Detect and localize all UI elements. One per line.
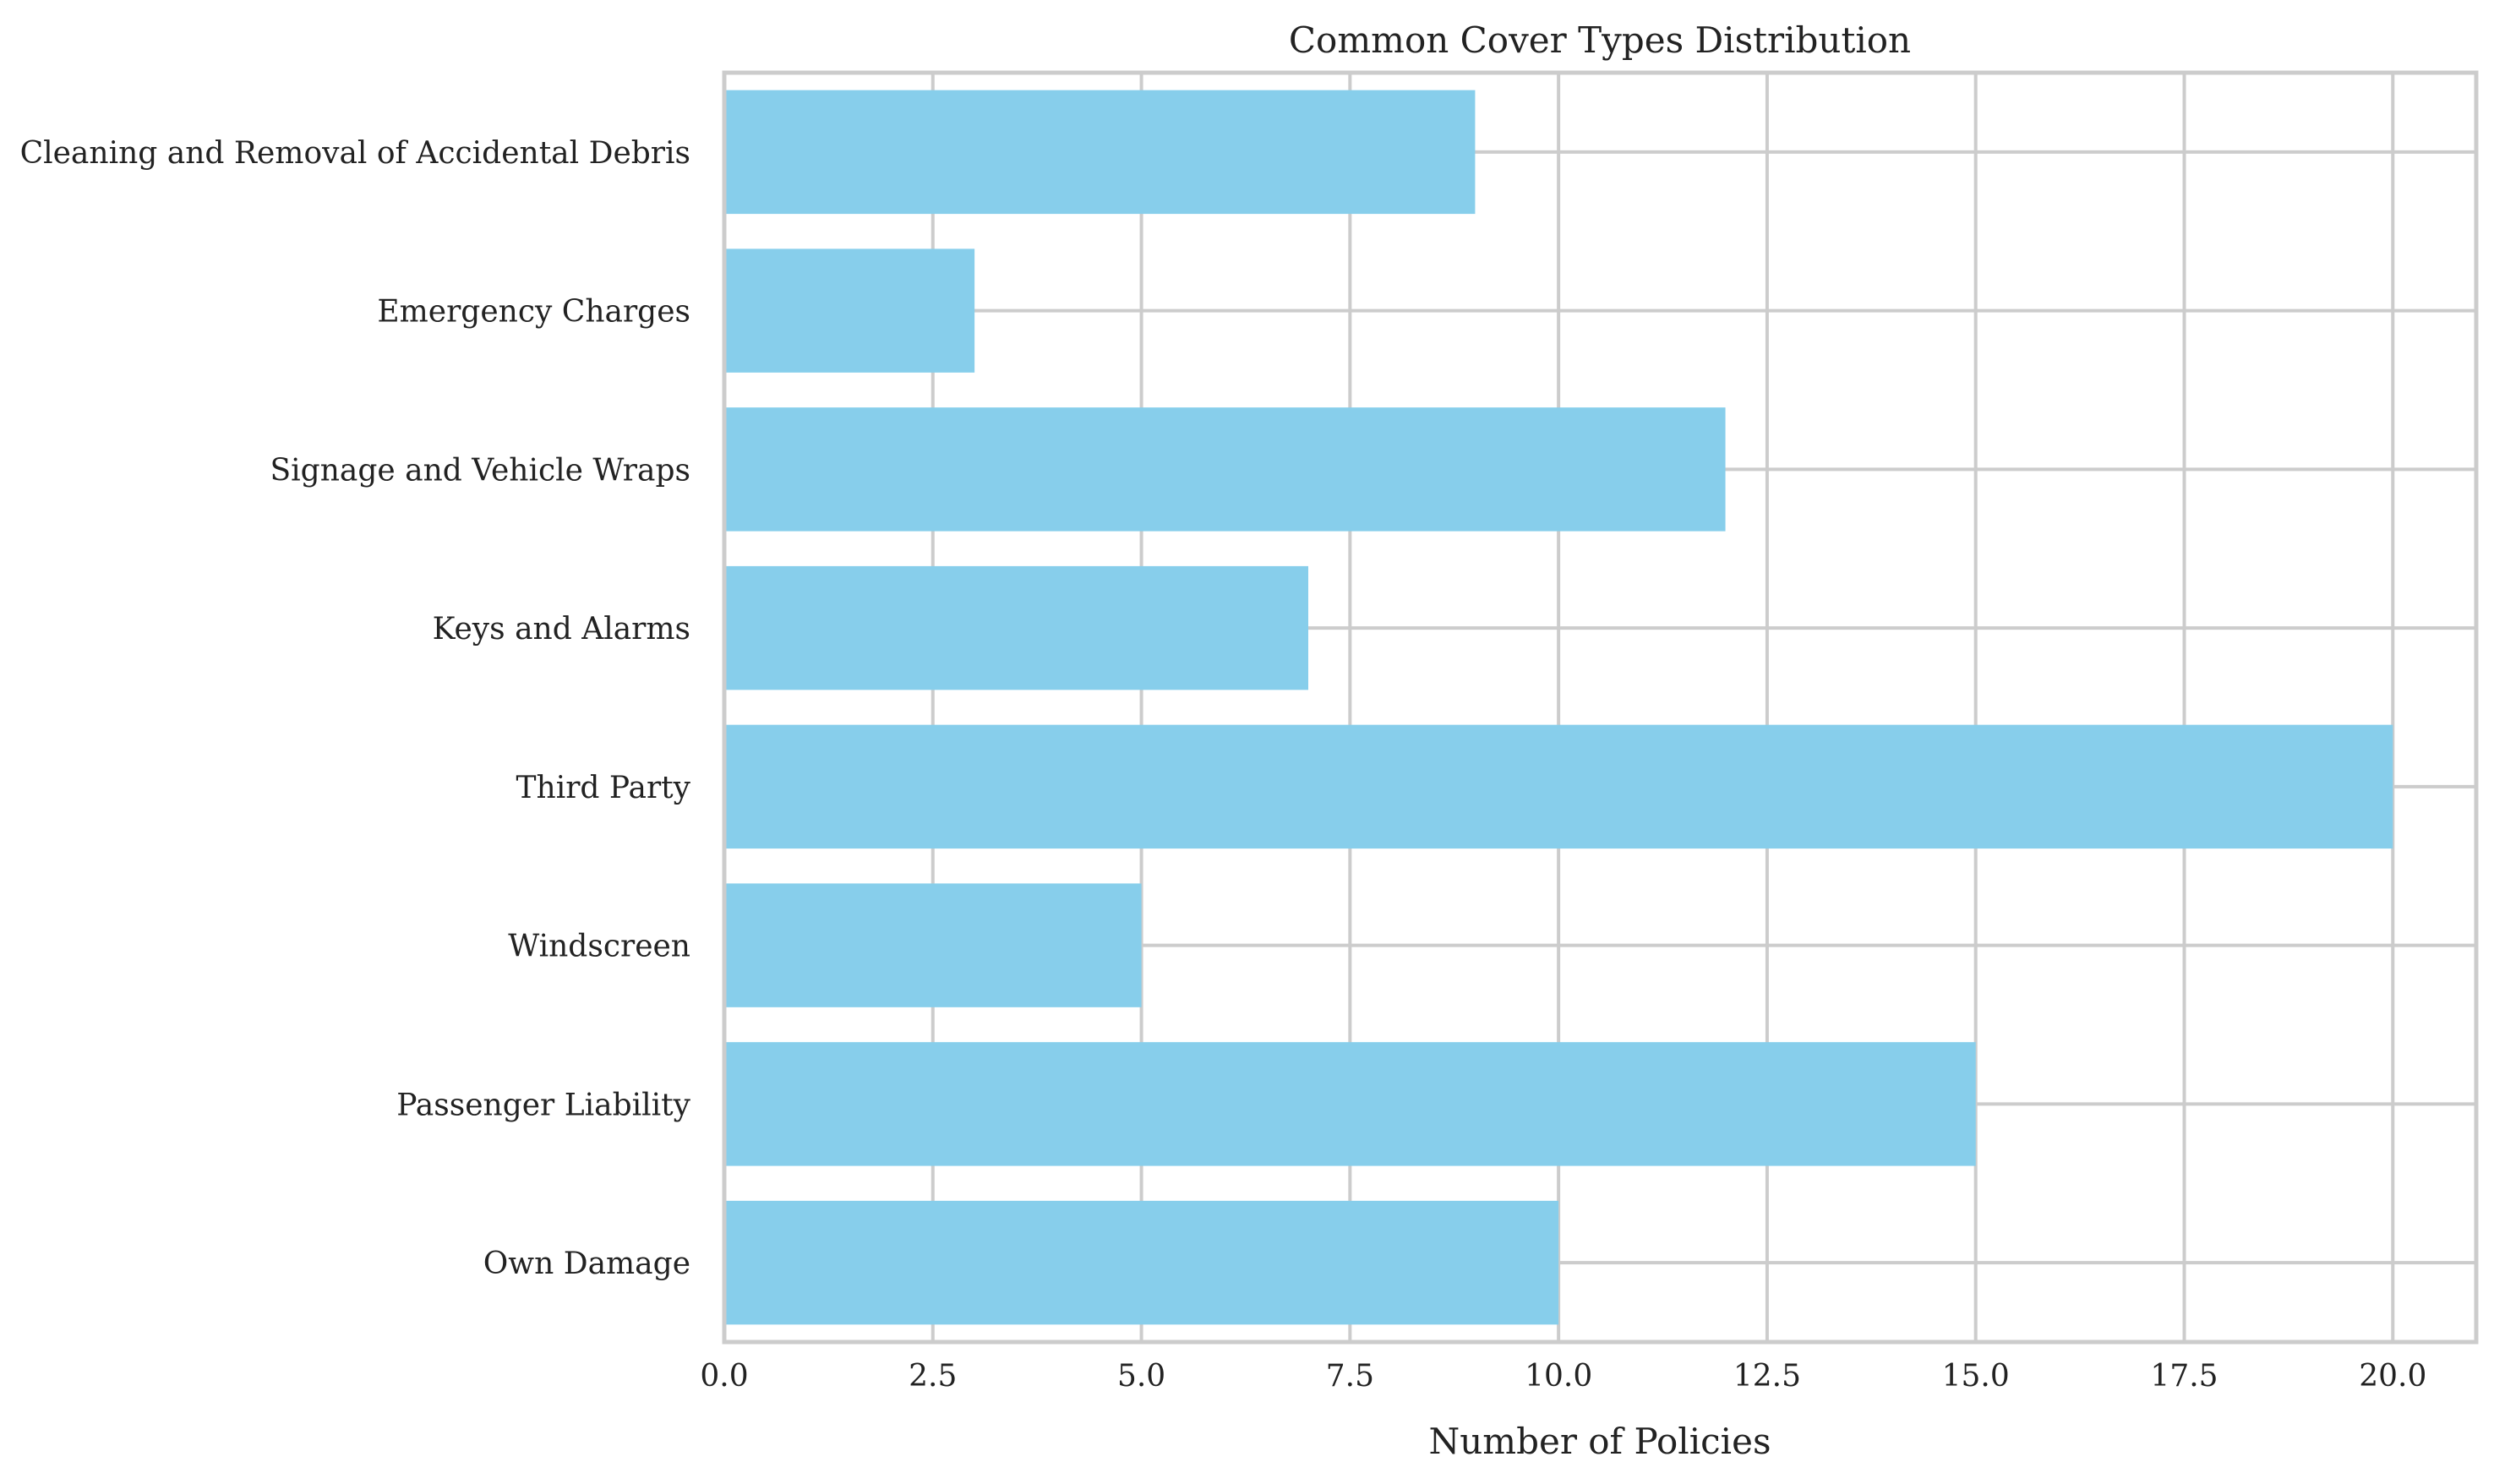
y-tick-label-1: Passenger Liability bbox=[396, 1088, 690, 1122]
y-tick-label-7: Cleaning and Removal of Accidental Debri… bbox=[20, 136, 690, 171]
bar-1 bbox=[724, 1042, 1976, 1166]
y-tick-label-6: Emergency Charges bbox=[377, 295, 690, 330]
x-tick-label-6: 15.0 bbox=[1942, 1359, 2010, 1394]
x-axis-ticks: 0.0 2.5 5.0 7.5 10.0 12.5 15.0 17.5 20.0 bbox=[700, 1359, 2426, 1394]
bar-4 bbox=[724, 565, 1308, 690]
y-tick-label-0: Own Damage bbox=[483, 1247, 690, 1281]
x-tick-label-4: 10.0 bbox=[1525, 1359, 1592, 1394]
y-tick-label-3: Third Party bbox=[516, 771, 691, 805]
x-tick-label-8: 20.0 bbox=[2359, 1359, 2426, 1394]
x-tick-label-7: 17.5 bbox=[2150, 1359, 2218, 1394]
bars bbox=[724, 90, 2393, 1325]
x-axis-label: Number of Policies bbox=[1428, 1421, 1771, 1462]
bar-6 bbox=[724, 248, 975, 373]
chart-title: Common Cover Types Distribution bbox=[1289, 19, 1911, 61]
bar-2 bbox=[724, 883, 1142, 1007]
y-tick-label-5: Signage and Vehicle Wraps bbox=[270, 453, 691, 488]
x-tick-label-3: 7.5 bbox=[1326, 1359, 1374, 1394]
x-tick-label-2: 5.0 bbox=[1117, 1359, 1165, 1394]
x-tick-label-5: 12.5 bbox=[1733, 1359, 1801, 1394]
y-tick-label-2: Windscreen bbox=[508, 930, 690, 964]
y-tick-label-4: Keys and Alarms bbox=[433, 612, 690, 647]
bar-0 bbox=[724, 1200, 1559, 1325]
bar-5 bbox=[724, 407, 1726, 532]
y-axis-ticks: Own Damage Passenger Liability Windscreen T… bbox=[20, 136, 691, 1281]
plot-frame bbox=[722, 70, 2479, 1345]
bar-7 bbox=[724, 90, 1476, 215]
bar-3 bbox=[724, 724, 2393, 849]
x-tick-label-1: 2.5 bbox=[909, 1359, 957, 1394]
x-tick-label-0: 0.0 bbox=[700, 1359, 748, 1394]
